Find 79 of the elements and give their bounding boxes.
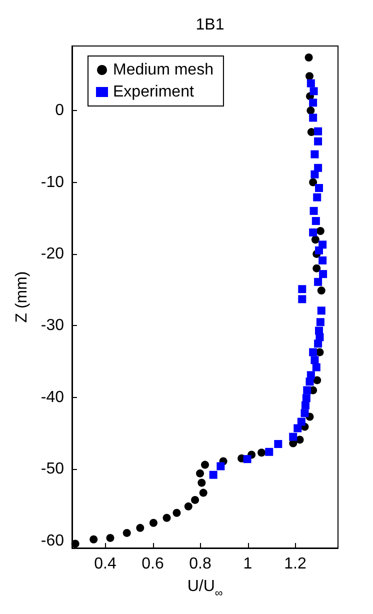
y-tick-label: -20: [40, 245, 64, 262]
point: [216, 462, 225, 470]
chart-title: 1B1: [196, 16, 224, 34]
point: [300, 409, 309, 418]
x-tick-label: 0.4: [94, 556, 116, 572]
point: [302, 394, 310, 402]
point: [310, 87, 318, 96]
point: [315, 184, 323, 192]
point: [201, 460, 209, 469]
x-tick-label: 0.8: [189, 556, 212, 572]
point: [309, 114, 318, 122]
point: [310, 356, 319, 364]
legend-label: Experiment: [113, 84, 194, 100]
y-tick-label: -50: [40, 460, 64, 478]
point: [296, 436, 304, 444]
point: [316, 227, 324, 236]
point: [301, 401, 310, 410]
point: [184, 502, 192, 510]
point: [106, 534, 114, 542]
point: [313, 376, 322, 384]
point: [149, 518, 158, 527]
point: [289, 432, 298, 441]
point: [306, 79, 315, 88]
point: [209, 470, 218, 479]
y-tick-label: -30: [40, 317, 64, 334]
point: [312, 216, 320, 225]
point: [317, 286, 326, 295]
y-tick-label: -60: [40, 532, 64, 550]
point: [311, 236, 320, 244]
point: [258, 448, 266, 457]
y-tick-label: -10: [40, 174, 64, 191]
point: [309, 178, 318, 186]
point: [310, 170, 319, 178]
point: [243, 455, 252, 464]
y-tick-label: 0: [55, 102, 64, 120]
x-tick-label: 1: [243, 556, 252, 572]
point: [312, 264, 321, 272]
point: [191, 496, 200, 504]
point: [71, 540, 80, 548]
point: [90, 535, 98, 544]
point: [319, 270, 328, 278]
point: [309, 348, 318, 356]
point: [196, 469, 204, 478]
point: [172, 508, 181, 517]
point: [310, 206, 318, 215]
point: [298, 295, 306, 304]
point: [298, 285, 306, 294]
point: [315, 246, 323, 254]
point: [314, 278, 322, 286]
legend-label: Medium mesh: [113, 62, 214, 78]
point: [313, 193, 322, 202]
y-axis-title: Z (mm): [13, 271, 30, 323]
point: [314, 340, 322, 348]
point: [306, 72, 314, 80]
point: [198, 478, 206, 487]
point: [312, 363, 320, 372]
point: [310, 150, 319, 158]
y-tick-label: -40: [40, 388, 64, 406]
point: [314, 127, 322, 136]
point: [294, 424, 302, 432]
point: [316, 318, 324, 326]
x-tick-label: 0.6: [142, 556, 164, 572]
point: [303, 386, 312, 394]
point: [317, 306, 326, 315]
x-axis-title: U/U∞: [187, 578, 223, 600]
point: [162, 514, 171, 522]
point: [314, 137, 322, 146]
point: [306, 106, 315, 115]
point: [122, 528, 131, 537]
point: [304, 53, 313, 62]
point: [309, 98, 318, 107]
point: [318, 256, 327, 264]
point: [274, 440, 282, 448]
point: [199, 488, 208, 497]
point: [309, 228, 318, 236]
point: [306, 378, 314, 386]
x-tick-label: 1.2: [284, 556, 306, 572]
point: [136, 524, 144, 532]
point: [265, 448, 274, 456]
